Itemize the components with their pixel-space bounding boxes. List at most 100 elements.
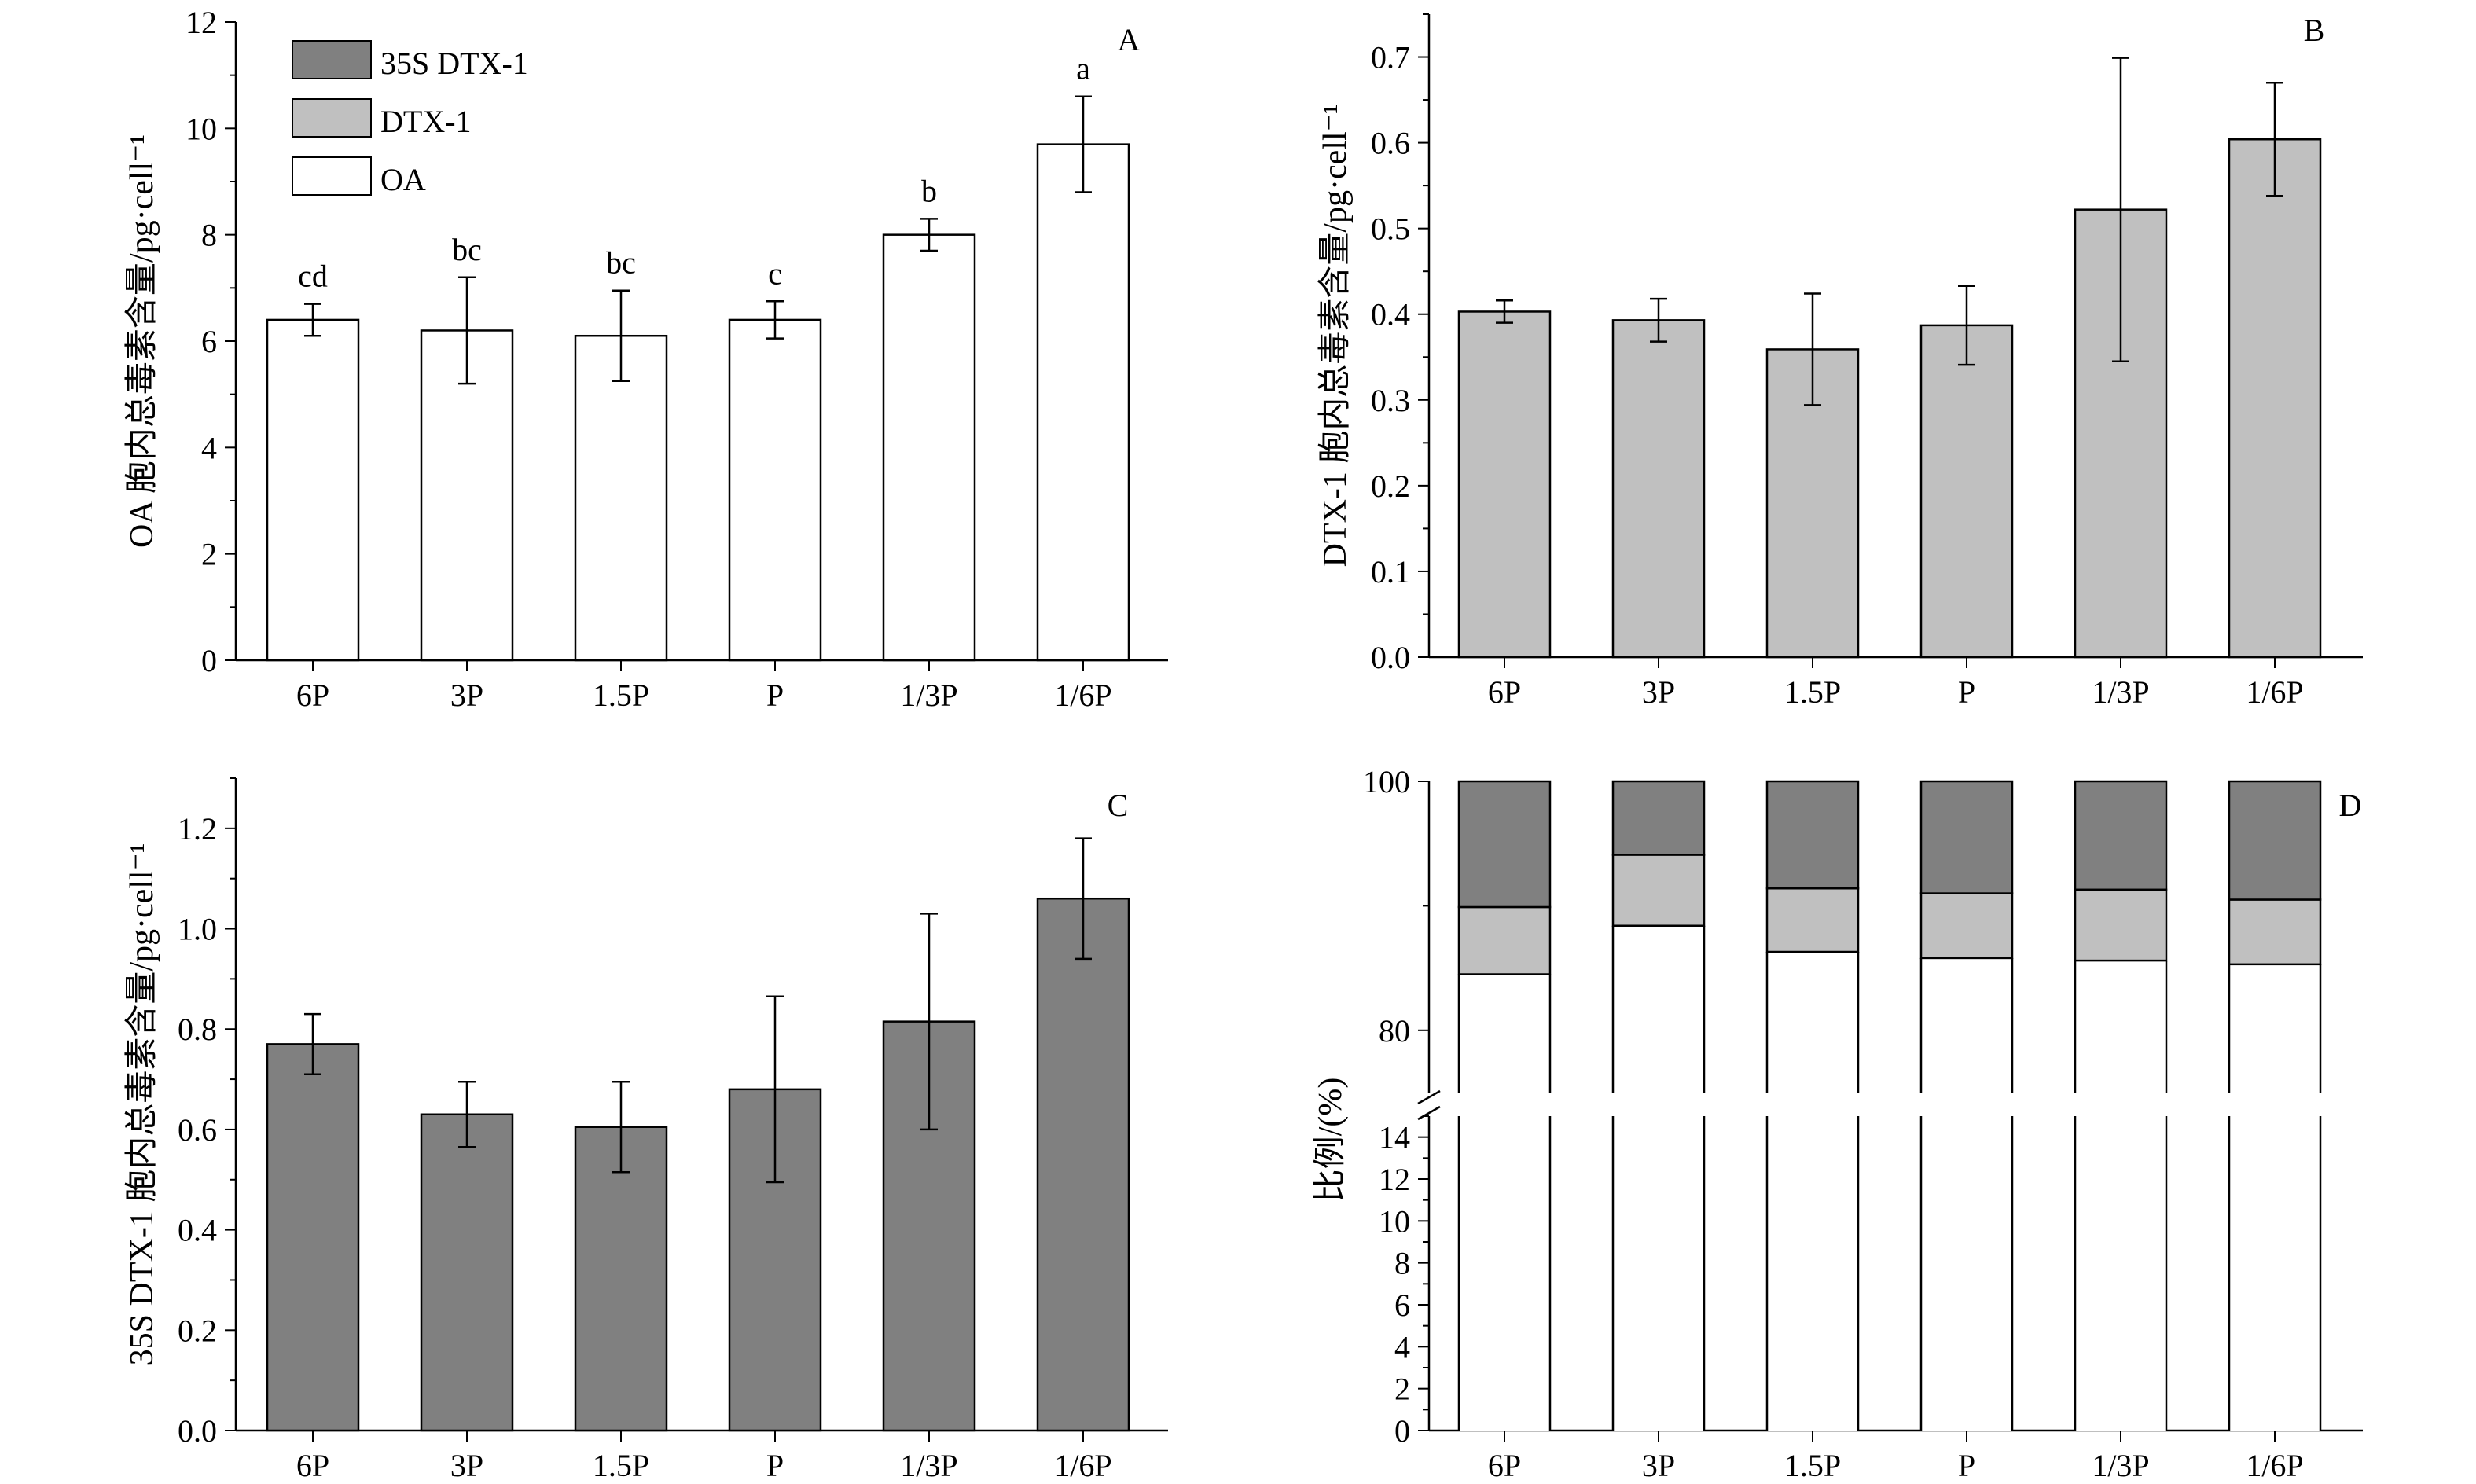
y-tick-label: 0.7 — [1371, 40, 1410, 75]
significance-letter: cd — [298, 259, 328, 294]
chart-panel-c: 6P 3P 1.5P P 1/3P 1/6P 0.0 0.2 0.4 0.6 0.8 1.0 1.2 C 3… — [124, 777, 1168, 1483]
bar — [1611, 319, 1706, 659]
y-tick-label: 8 — [201, 218, 217, 253]
x-tick-label: 3P — [450, 678, 483, 713]
x-tick-label: 1.5P — [593, 1448, 649, 1483]
bar — [266, 1043, 360, 1432]
bar — [2228, 138, 2322, 659]
bar-segment-oa-lower — [1459, 1116, 1550, 1431]
axis-break-mark — [1417, 1105, 1441, 1121]
y-tick-label: 10 — [1379, 1203, 1410, 1239]
bar — [574, 1126, 668, 1432]
bar-segment-dtx-1 — [1919, 892, 2014, 960]
bar — [1036, 143, 1130, 662]
bar-segment-35s-dtx-1 — [1611, 780, 1706, 856]
x-tick-label: P — [1958, 1448, 1975, 1483]
y-tick-label: 100 — [1363, 764, 1410, 799]
bar-segment-oa-lower — [1613, 1116, 1704, 1431]
y-tick-label: 4 — [201, 430, 217, 465]
bar-segment-oa-lower — [1921, 1116, 2012, 1431]
significance-letter: c — [768, 255, 782, 291]
bar — [420, 329, 514, 662]
bar-segment-dtx-1 — [1611, 854, 1706, 927]
significance-letter: bc — [606, 245, 636, 281]
bar-segment-35s-dtx-1 — [2074, 780, 2168, 891]
legend-swatch-oa — [292, 156, 372, 196]
bar-segment-oa — [1921, 957, 2012, 1093]
y-tick-label: 0.6 — [1371, 126, 1410, 161]
x-tick-label: 3P — [1642, 674, 1675, 710]
x-tick-label: 1.5P — [593, 678, 649, 713]
bar-segment-oa — [1613, 925, 1704, 1093]
y-axis-label: 35S DTX-1 胞内总毒素含量/pg·cell⁻¹ — [124, 843, 160, 1366]
x-tick-label: P — [766, 1448, 784, 1483]
y-tick-label: 80 — [1379, 1013, 1410, 1049]
y-tick-label: 4 — [1394, 1329, 1410, 1365]
bar-segment-35s-dtx-1 — [2228, 780, 2322, 901]
bar — [1036, 897, 1130, 1432]
legend-label-dtx-1: DTX-1 — [380, 104, 472, 139]
y-tick-label: 2 — [1394, 1372, 1410, 1407]
x-tick-label: 6P — [1488, 674, 1521, 710]
chart-panel-d: 6P 3P 1.5P P 1/3P 1/6P 80 100 0 2 4 6 8 10 12 14 D 比例/(%) — [1313, 764, 2363, 1483]
panel-label: A — [1118, 22, 1141, 57]
significance-letter: bc — [452, 232, 482, 267]
x-tick-label: 6P — [296, 1448, 329, 1483]
y-tick-label: 0.2 — [178, 1313, 217, 1348]
y-axis-label: OA 胞内总毒素含量/pg·cell⁻¹ — [124, 134, 160, 548]
x-tick-label: 6P — [296, 678, 329, 713]
bar-segment-oa-lower — [2075, 1116, 2166, 1431]
x-tick-label: 1.5P — [1784, 674, 1841, 710]
y-tick-label: 0.2 — [1371, 468, 1410, 504]
bar-segment-oa — [2075, 961, 2166, 1093]
legend-swatch-dtx-1 — [292, 98, 372, 138]
x-tick-label: P — [766, 678, 784, 713]
bar-segment-oa — [2229, 964, 2320, 1093]
panel-label: B — [2304, 13, 2325, 48]
bar-segment-35s-dtx-1 — [1457, 780, 1552, 909]
x-tick-label: 1/6P — [1054, 1448, 1111, 1483]
y-tick-label: 0.0 — [178, 1413, 217, 1449]
x-tick-label: 1/6P — [2246, 674, 2303, 710]
bar-segment-dtx-1 — [1457, 905, 1552, 975]
bar — [420, 1113, 514, 1432]
chart-panel-b: 6P 3P 1.5P P 1/3P 1/6P 0.0 0.1 0.2 0.3 0.4 0.5 0.6 0.… — [1317, 13, 2363, 710]
y-tick-label: 0 — [1394, 1413, 1410, 1449]
y-tick-label: 8 — [1394, 1246, 1410, 1281]
bar-segment-dtx-1 — [2228, 898, 2322, 966]
bar — [1919, 324, 2014, 659]
x-tick-label: 1.5P — [1784, 1448, 1841, 1483]
y-tick-label: 0.1 — [1371, 554, 1410, 590]
significance-letter: b — [921, 173, 937, 208]
legend: 35S DTX-1 DTX-1 OA — [292, 40, 528, 197]
x-tick-label: P — [1958, 674, 1975, 710]
y-tick-label: 1.0 — [178, 912, 217, 947]
y-tick-label: 6 — [1394, 1287, 1410, 1323]
y-tick-label: 2 — [201, 537, 217, 572]
legend-label-35s-dtx-1: 35S DTX-1 — [380, 46, 528, 81]
y-tick-label: 12 — [186, 5, 217, 40]
y-tick-label: 10 — [186, 111, 217, 146]
bar-segment-dtx-1 — [1765, 887, 1860, 953]
bar-segment-oa — [1767, 952, 1858, 1093]
bar — [882, 233, 976, 662]
chart-panel-a: 6P 3P 1.5P P 1/3P 1/6P 0 2 4 6 8 10 12 cd bc bc c b aA OA 胞… — [124, 5, 1168, 713]
x-tick-label: 1/3P — [2092, 1448, 2149, 1483]
x-tick-label: 3P — [1642, 1448, 1675, 1483]
y-tick-label: 0.5 — [1371, 211, 1410, 247]
y-axis-label: 比例/(%) — [1313, 1078, 1349, 1203]
bar-segment-oa-lower — [2229, 1116, 2320, 1431]
y-tick-label: 6 — [201, 324, 217, 359]
legend-label-oa: OA — [380, 162, 426, 197]
y-tick-label: 0.3 — [1371, 383, 1410, 418]
bar — [728, 318, 822, 662]
y-tick-label: 0 — [201, 643, 217, 678]
bar-segment-oa — [1459, 974, 1550, 1093]
y-tick-label: 0.8 — [178, 1012, 217, 1047]
legend-swatch-35s-dtx-1 — [292, 40, 372, 79]
bar-segment-dtx-1 — [2074, 888, 2168, 962]
x-tick-label: 1/3P — [900, 1448, 957, 1483]
y-tick-label: 0.4 — [178, 1213, 217, 1248]
bar-segment-oa-lower — [1767, 1116, 1858, 1431]
